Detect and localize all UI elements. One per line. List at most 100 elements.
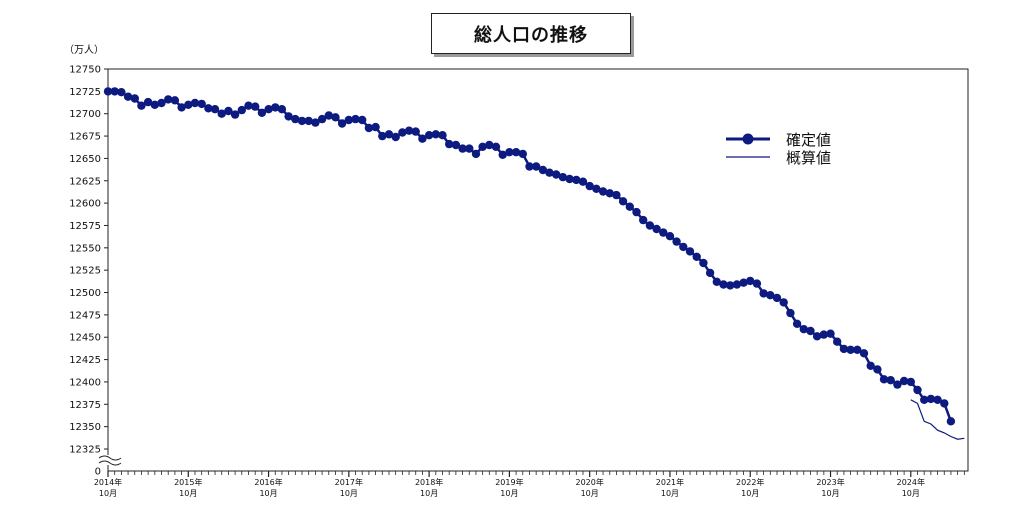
data-point-kakutei <box>746 276 755 286</box>
legend: 確定値 概算値 <box>726 131 831 167</box>
data-point-kakutei <box>498 150 507 159</box>
x-tick-label-month: 10月 <box>179 489 197 498</box>
data-point-kakutei <box>344 115 353 125</box>
data-point-kakutei <box>940 399 949 408</box>
y-tick-label: 12450 <box>69 333 101 344</box>
data-point-kakutei <box>458 144 467 153</box>
data-point-kakutei <box>639 215 648 225</box>
data-point-kakutei <box>893 380 902 389</box>
data-point-kakutei <box>899 376 909 386</box>
data-point-kakutei <box>164 95 173 104</box>
data-point-kakutei <box>364 123 374 133</box>
data-point-kakutei <box>271 103 280 112</box>
x-tick-label-month: 10月 <box>99 489 117 498</box>
data-point-kakutei <box>251 102 260 111</box>
data-point-kakutei <box>277 105 287 114</box>
data-point-kakutei <box>645 221 655 230</box>
axis-break-mark <box>98 455 122 466</box>
data-point-kakutei <box>826 329 835 338</box>
data-point-kakutei <box>150 100 159 110</box>
data-point-kakutei <box>685 247 695 256</box>
x-tick-label-month: 10月 <box>821 489 839 498</box>
data-point-kakutei <box>471 149 481 159</box>
data-point-kakutei <box>752 279 762 288</box>
data-point-kakutei <box>170 96 180 105</box>
data-point-kakutei <box>532 162 541 171</box>
data-point-kakutei <box>284 112 293 121</box>
data-point-kakutei <box>177 103 186 112</box>
y-tick-label: 12350 <box>69 422 101 433</box>
data-point-kakutei <box>337 119 347 128</box>
y-tick-label: 12725 <box>69 87 101 98</box>
data-point-kakutei <box>846 345 855 354</box>
data-point-kakutei <box>297 116 307 126</box>
data-point-kakutei <box>391 132 400 142</box>
y-tick-label: 12625 <box>69 176 101 187</box>
data-point-kakutei <box>371 122 380 132</box>
data-point-kakutei <box>712 277 721 286</box>
data-point-kakutei <box>552 170 561 179</box>
data-point-kakutei <box>766 291 775 300</box>
x-tick-label-year: 2021年 <box>656 477 684 487</box>
data-point-kakutei <box>565 174 574 184</box>
data-point-kakutei <box>873 365 882 374</box>
data-point-kakutei <box>672 237 681 246</box>
x-tick-label-year: 2015年 <box>174 477 202 487</box>
data-point-kakutei <box>317 114 327 124</box>
y-tick-label: 12575 <box>69 221 101 232</box>
data-point-kakutei <box>465 144 474 153</box>
y-tick-label: 12475 <box>69 310 101 321</box>
data-point-kakutei <box>478 142 487 151</box>
x-tick-label-month: 10月 <box>741 489 759 498</box>
data-point-kakutei <box>210 105 220 114</box>
y-tick-label: 12375 <box>69 400 101 411</box>
data-point-kakutei <box>230 110 240 119</box>
x-tick-label-year: 2017年 <box>335 477 363 487</box>
legend-label-kakutei: 確定値 <box>786 131 831 149</box>
data-point-kakutei <box>913 385 922 395</box>
data-point-kakutei <box>418 134 427 143</box>
data-point-kakutei <box>625 202 634 211</box>
data-point-kakutei <box>398 128 407 137</box>
x-tick-label-month: 10月 <box>661 489 679 498</box>
data-point-kakutei <box>592 184 601 193</box>
plot-area-frame <box>107 68 969 472</box>
data-point-kakutei <box>886 376 895 385</box>
data-point-kakutei <box>137 101 146 110</box>
x-tick-label-year: 2016年 <box>254 477 282 487</box>
y-tick-label: 12600 <box>69 199 101 210</box>
y-tick-label: 12325 <box>69 445 101 456</box>
y-tick-label: 12425 <box>69 355 101 366</box>
data-point-kakutei <box>618 197 628 206</box>
data-point-kakutei <box>605 189 614 198</box>
data-point-kakutei <box>933 395 942 404</box>
x-tick-label-year: 2023年 <box>816 477 844 487</box>
data-point-kakutei <box>451 140 461 150</box>
x-tick-label-year: 2020年 <box>576 477 604 487</box>
data-point-kakutei <box>103 87 113 96</box>
data-point-kakutei <box>906 377 915 387</box>
data-point-kakutei <box>491 142 501 151</box>
data-point-kakutei <box>358 115 367 125</box>
data-point-kakutei <box>558 173 568 182</box>
data-point-kakutei <box>726 281 735 290</box>
y-unit-label: （万人） <box>64 44 104 56</box>
data-point-kakutei <box>699 258 708 268</box>
x-tick-label-month: 10月 <box>259 489 277 498</box>
data-point-kakutei <box>331 113 340 122</box>
data-point-kakutei <box>598 187 608 196</box>
data-point-kakutei <box>311 118 320 127</box>
data-point-kakutei <box>505 148 514 157</box>
data-point-kakutei <box>792 319 802 328</box>
data-point-kakutei <box>485 140 494 150</box>
x-tick-label-month: 10月 <box>902 489 920 498</box>
data-point-kakutei <box>525 162 534 171</box>
data-point-kakutei <box>692 252 701 261</box>
data-point-kakutei <box>224 106 233 116</box>
data-point-kakutei <box>926 394 936 404</box>
data-point-kakutei <box>438 131 447 140</box>
x-tick-label-year: 2014年 <box>94 477 122 487</box>
x-tick-label-month: 10月 <box>340 489 358 498</box>
data-point-kakutei <box>384 130 394 139</box>
chart-title: 総人口の推移 <box>474 24 588 46</box>
